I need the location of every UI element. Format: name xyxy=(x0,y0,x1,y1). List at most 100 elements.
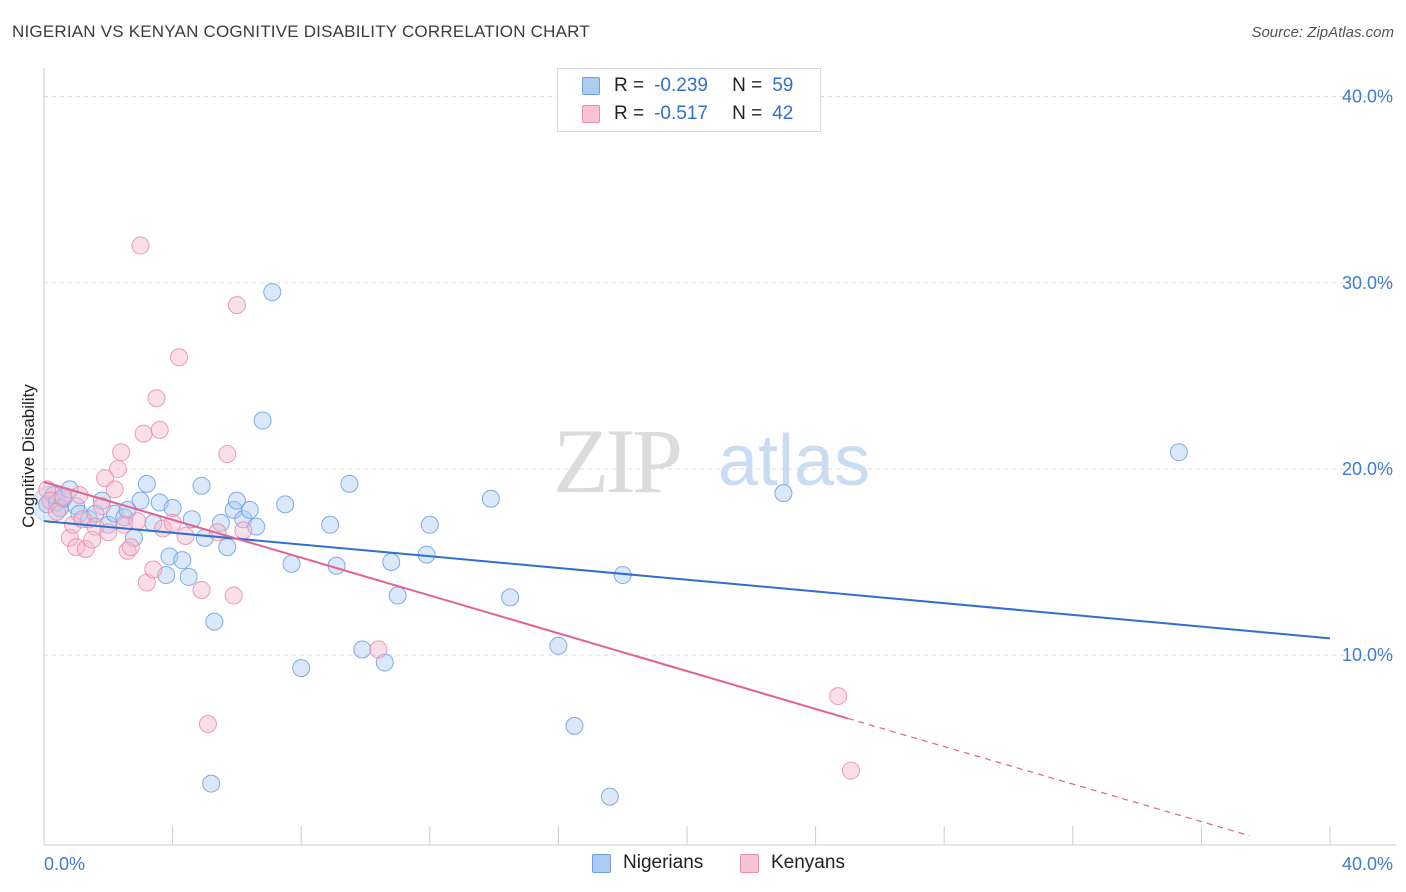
chart-title: NIGERIAN VS KENYAN COGNITIVE DISABILITY … xyxy=(12,22,590,41)
nigerian-trend-line xyxy=(43,520,1331,640)
kenyan-point xyxy=(137,573,156,592)
nigerian-point xyxy=(218,538,237,557)
legend-r-value: -0.517 xyxy=(654,103,708,124)
kenyan-point xyxy=(47,502,66,521)
kenyan-point xyxy=(218,445,237,464)
nigerian-point xyxy=(1169,443,1188,462)
nigerian-point xyxy=(276,495,295,514)
legend-n-label: N = xyxy=(732,75,763,96)
nigerian-point xyxy=(565,716,584,735)
y-tick-label: 10.0% xyxy=(1342,645,1393,665)
watermark-zip: ZIP xyxy=(553,410,683,512)
kenyan-point xyxy=(108,459,127,478)
nigerian-point xyxy=(340,474,359,493)
kenyan-point xyxy=(176,526,195,545)
grid-layer xyxy=(44,96,1396,656)
legend-item-kenyans[interactable]: Kenyans xyxy=(740,852,845,874)
kenyan-point xyxy=(198,714,217,733)
x-tick-label: 0.0% xyxy=(44,854,85,874)
kenyan-point xyxy=(150,420,169,439)
legend-row-nigerians: R = -0.239 N = 59 xyxy=(582,73,793,99)
legend-item-nigerians[interactable]: Nigerians xyxy=(592,852,703,874)
nigerian-point xyxy=(600,787,619,806)
source-label: Source: ZipAtlas.com xyxy=(1251,24,1394,41)
nigerian-point xyxy=(205,612,224,631)
kenyan-point xyxy=(829,687,848,706)
kenyan-point xyxy=(54,487,73,506)
nigerian-point xyxy=(202,774,221,793)
kenyan-point xyxy=(144,560,163,579)
y-axis-label: Cognitive Disability xyxy=(19,384,38,528)
correlation-legend: R = -0.239 N = 59 R = -0.517 N = 42 xyxy=(557,68,821,132)
nigerian-point xyxy=(353,640,372,659)
kenyan-point xyxy=(234,521,253,540)
nigerian-point xyxy=(131,491,150,510)
y-tick-label: 30.0% xyxy=(1342,273,1393,293)
nigerians-legend-label: Nigerians xyxy=(623,852,704,873)
points-layer xyxy=(31,236,1188,806)
label-layer: 10.0% 20.0% 30.0% 40.0% 0.0% 40.0% Cognitive D… xyxy=(19,87,1393,874)
kenyan-point xyxy=(224,586,243,605)
kenyan-point xyxy=(170,348,189,367)
kenyans-legend-swatch xyxy=(740,853,759,873)
nigerians-legend-swatch xyxy=(592,853,611,873)
legend-r-label: R = xyxy=(614,103,645,124)
kenyan-point xyxy=(131,236,150,255)
series-legend: Nigerians Kenyans xyxy=(0,852,1406,878)
trend-layer xyxy=(43,481,1331,837)
nigerian-point xyxy=(375,653,394,672)
kenyans-legend-label: Kenyans xyxy=(771,852,845,873)
kenyan-point xyxy=(76,539,95,558)
nigerian-point xyxy=(388,586,407,605)
nigerian-point xyxy=(321,515,340,534)
kenyan-point xyxy=(147,389,166,408)
nigerian-point xyxy=(192,476,211,495)
kenyan-point xyxy=(227,296,246,315)
nigerian-point xyxy=(163,499,182,518)
kenyan-point xyxy=(112,443,131,462)
nigerian-point xyxy=(253,411,272,430)
nigerians-swatch xyxy=(582,77,600,95)
nigerian-point xyxy=(292,659,311,678)
axis-layer xyxy=(43,68,1396,846)
kenyan-point xyxy=(121,538,140,557)
nigerian-point xyxy=(481,489,500,508)
nigerian-point xyxy=(501,588,520,607)
kenyan-point xyxy=(128,512,147,531)
nigerian-point xyxy=(282,554,301,573)
nigerian-point xyxy=(224,500,243,519)
nigerian-point xyxy=(227,491,246,510)
nigerian-point xyxy=(420,515,439,534)
watermark-atlas: atlas xyxy=(718,421,871,501)
kenyan-point xyxy=(105,480,124,499)
nigerian-point xyxy=(549,636,568,655)
nigerian-point xyxy=(774,484,793,503)
kenyan-point xyxy=(92,497,111,516)
y-tick-label: 40.0% xyxy=(1342,87,1393,107)
legend-r-label: R = xyxy=(614,75,645,96)
kenyan-point xyxy=(163,513,182,532)
nigerian-point xyxy=(137,474,156,493)
nigerian-point xyxy=(70,504,89,523)
nigerian-point xyxy=(211,513,230,532)
nigerian-point xyxy=(179,567,198,586)
x-tick-label: 40.0% xyxy=(1342,854,1393,874)
kenyan-trend-extension xyxy=(847,717,1250,837)
y-tick-label: 20.0% xyxy=(1342,459,1393,479)
legend-n-value: 42 xyxy=(772,103,794,124)
legend-n-label: N = xyxy=(732,103,763,124)
kenyan-trend-line xyxy=(43,481,849,720)
kenyan-point xyxy=(134,424,153,443)
nigerian-point xyxy=(240,500,259,519)
legend-n-value: 59 xyxy=(772,75,794,96)
kenyan-point xyxy=(841,761,860,780)
nigerian-point xyxy=(263,283,282,302)
kenyans-swatch xyxy=(582,105,600,123)
legend-row-kenyans: R = -0.517 N = 42 xyxy=(582,101,793,127)
nigerian-point xyxy=(382,553,401,572)
nigerian-point xyxy=(173,551,192,570)
legend-r-value: -0.239 xyxy=(654,75,708,96)
kenyan-point xyxy=(192,580,211,599)
kenyan-point xyxy=(369,640,388,659)
